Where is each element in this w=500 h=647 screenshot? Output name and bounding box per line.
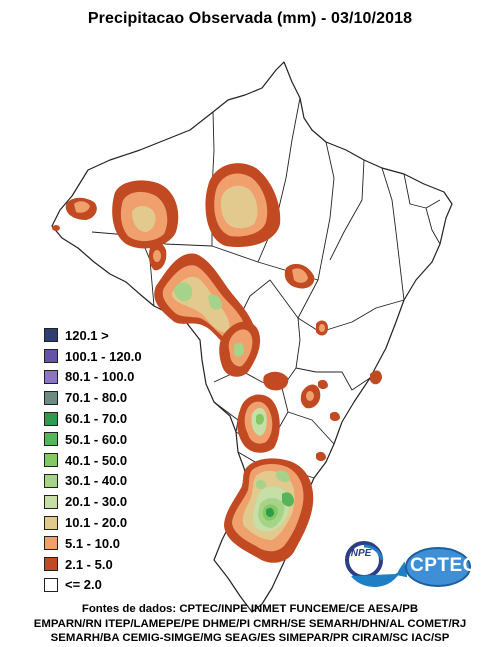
legend-swatch — [44, 328, 58, 343]
map-title: Precipitacao Observada (mm) - 03/10/2018 — [87, 10, 413, 27]
precip-para — [205, 163, 281, 248]
legend-label: 2.1 - 5.0 — [65, 556, 113, 572]
precip-tocantins — [284, 263, 328, 336]
legend-label: 10.1 - 20.0 — [65, 515, 128, 531]
inpe-cptec-logo-graphic — [345, 541, 471, 588]
cptec-logo: CPTEC — [410, 555, 477, 576]
legend-label: 50.1 - 60.0 — [65, 431, 128, 447]
legend-swatch — [44, 411, 58, 426]
legend-item: 30.1 - 40.0 — [44, 471, 194, 492]
legend-label: 60.1 - 70.0 — [65, 411, 128, 427]
data-sources: Fontes de dados: CPTEC/INPE INMET FUNCEM… — [0, 602, 500, 646]
logos: INPE CPTEC — [344, 536, 476, 594]
precip-south — [224, 458, 314, 563]
legend-item: 60.1 - 70.0 — [44, 408, 194, 429]
legend-label: 70.1 - 80.0 — [65, 390, 128, 406]
legend-item: 10.1 - 20.0 — [44, 512, 194, 533]
precip-acre-small — [52, 197, 167, 271]
legend-swatch — [44, 369, 58, 384]
legend-swatch — [44, 432, 58, 447]
legend-swatch — [44, 557, 58, 572]
legend-item: 80.1 - 100.0 — [44, 367, 194, 388]
legend-item: 70.1 - 80.0 — [44, 387, 194, 408]
legend-swatch — [44, 349, 58, 364]
legend-item: <= 2.0 — [44, 575, 194, 596]
precip-bahia-minas — [300, 370, 382, 461]
legend-label: 120.1 > — [65, 327, 109, 343]
legend-item: 5.1 - 10.0 — [44, 533, 194, 554]
legend-item: 100.1 - 120.0 — [44, 346, 194, 367]
legend-swatch — [44, 494, 58, 509]
legend-label: 40.1 - 50.0 — [65, 452, 128, 468]
legend-item: 50.1 - 60.0 — [44, 429, 194, 450]
legend-swatch — [44, 390, 58, 405]
precip-mato-grosso-sul — [237, 394, 280, 453]
legend-label: 100.1 - 120.0 — [65, 348, 142, 364]
source-line: Fontes de dados: CPTEC/INPE INMET FUNCEM… — [81, 603, 419, 615]
legend-item: 20.1 - 30.0 — [44, 491, 194, 512]
legend-label: 30.1 - 40.0 — [65, 473, 128, 489]
source-line: EMPARN/RN ITEP/LAMEPE/PE DHME/PI CMRH/SE… — [33, 617, 467, 630]
legend-label: 80.1 - 100.0 — [65, 369, 135, 385]
legend-label: 20.1 - 30.0 — [65, 494, 128, 510]
legend-label: <= 2.0 — [65, 577, 102, 593]
legend-swatch — [44, 577, 58, 592]
legend-swatch — [44, 473, 58, 488]
precipitation-legend: 120.1 > 100.1 - 120.0 80.1 - 100.0 70.1 … — [44, 325, 194, 595]
source-line: SEMARH/BA CEMIG-SIMGE/MG SEAG/ES SIMEPAR… — [50, 632, 450, 644]
legend-swatch — [44, 453, 58, 468]
legend-swatch — [44, 515, 58, 530]
inpe-logo: INPE — [348, 548, 372, 559]
legend-swatch — [44, 536, 58, 551]
precip-amazonas — [112, 180, 179, 249]
legend-item: 120.1 > — [44, 325, 194, 346]
legend-item: 40.1 - 50.0 — [44, 450, 194, 471]
legend-label: 5.1 - 10.0 — [65, 535, 120, 551]
legend-item: 2.1 - 5.0 — [44, 554, 194, 575]
precip-goias-mt — [219, 321, 289, 391]
